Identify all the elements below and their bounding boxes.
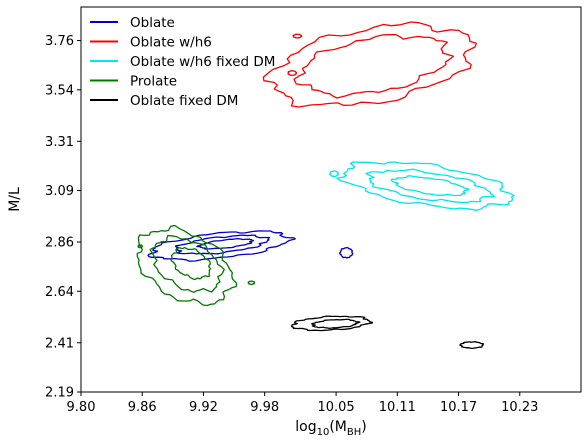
x-tick-label: 9.86 bbox=[128, 400, 157, 415]
y-tick-label: 2.86 bbox=[45, 236, 74, 251]
contour-oblate-fixed-dm-1 bbox=[311, 318, 361, 329]
x-axis-label: log10(MBH) bbox=[295, 419, 366, 438]
contour-oblate-w-h6-0 bbox=[262, 21, 478, 108]
y-tick-label: 2.41 bbox=[45, 336, 74, 351]
series-oblate-w-h6 bbox=[262, 21, 478, 108]
contour-oblate-w-h6-3 bbox=[292, 33, 303, 39]
contour-oblate-w-h6-1 bbox=[293, 33, 455, 99]
contour-prolate-4 bbox=[247, 280, 256, 286]
contour-oblate-w-h6-fixed-dm-3 bbox=[329, 170, 339, 178]
y-tick-label: 3.31 bbox=[45, 135, 74, 150]
legend-entry-oblate: Oblate bbox=[90, 15, 175, 31]
y-axis-label: M/L bbox=[7, 187, 23, 212]
x-tick-label: 10.23 bbox=[501, 400, 538, 415]
legend-entry-oblate-fixed-dm: Oblate fixed DM bbox=[90, 93, 238, 109]
contour-oblate-fixed-dm-0 bbox=[290, 315, 374, 332]
contour-oblate-w-h6-2 bbox=[287, 69, 298, 77]
plot-frame bbox=[80, 6, 582, 393]
contour-oblate-1 bbox=[174, 234, 271, 255]
series-oblate-w-h6-fixed-dm bbox=[329, 161, 515, 211]
y-tick-label: 2.19 bbox=[45, 386, 74, 401]
contour-prolate-1 bbox=[149, 234, 225, 293]
series-oblate-fixed-dm bbox=[290, 315, 484, 350]
contour-prolate-2 bbox=[170, 246, 211, 281]
contour-oblate-0 bbox=[147, 230, 296, 262]
y-tick-label: 3.54 bbox=[45, 83, 74, 98]
series-prolate bbox=[136, 224, 256, 307]
series-oblate bbox=[147, 230, 354, 262]
x-tick-label: 9.98 bbox=[250, 400, 279, 415]
contour-oblate-w-h6-fixed-dm-1 bbox=[365, 168, 496, 204]
y-tick-label: 3.76 bbox=[45, 34, 74, 49]
legend-label: Prolate bbox=[130, 74, 177, 90]
contour-prolate-0 bbox=[136, 224, 238, 307]
contour-oblate-w-h6-fixed-dm-2 bbox=[390, 175, 470, 197]
contour-prolate-3 bbox=[137, 244, 144, 249]
contour-oblate-3 bbox=[339, 246, 354, 259]
x-tick-label: 9.80 bbox=[67, 400, 96, 415]
legend-entry-oblate-w-h6: Oblate w/h6 bbox=[90, 35, 212, 51]
legend-entry-oblate-w-h6-fixed-dm: Oblate w/h6 fixed DM bbox=[90, 54, 275, 70]
contour-oblate-w-h6-fixed-dm-0 bbox=[336, 161, 515, 211]
contour-oblate-2 bbox=[196, 237, 255, 250]
legend-label: Oblate bbox=[130, 15, 175, 31]
legend-label: Oblate w/h6 fixed DM bbox=[130, 54, 275, 70]
contour-oblate-fixed-dm-2 bbox=[459, 341, 484, 350]
legend-label: Oblate fixed DM bbox=[130, 93, 238, 109]
x-tick-label: 10.17 bbox=[440, 400, 477, 415]
legend-label: Oblate w/h6 bbox=[130, 35, 212, 51]
y-tick-label: 3.09 bbox=[45, 184, 74, 199]
x-tick-label: 10.11 bbox=[379, 400, 416, 415]
x-tick-label: 9.92 bbox=[189, 400, 218, 415]
legend-entry-prolate: Prolate bbox=[90, 74, 177, 90]
x-tick-label: 10.05 bbox=[317, 400, 354, 415]
y-tick-label: 2.64 bbox=[45, 285, 74, 300]
